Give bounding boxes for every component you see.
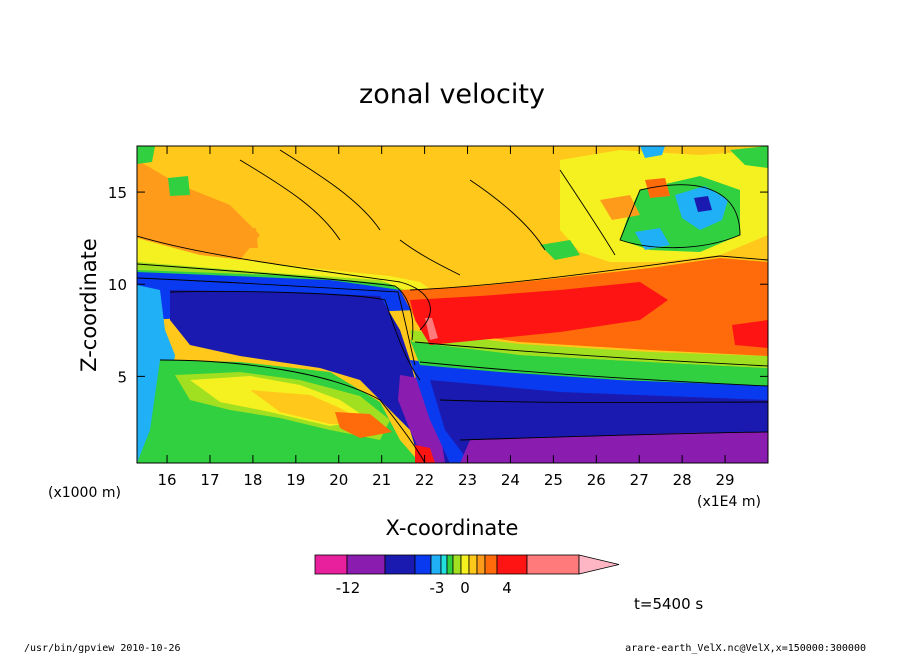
field-region (635, 228, 670, 250)
field-region (410, 340, 768, 386)
y-axis: 5 10 15 (108, 184, 768, 386)
field-region (460, 432, 768, 463)
colorbar-segment (476, 554, 486, 575)
y-tick-label: 15 (108, 184, 127, 202)
field-region (415, 445, 435, 463)
field-region (398, 375, 445, 463)
field-region (168, 176, 190, 196)
contour-lines (137, 149, 768, 463)
colorbar-segment (440, 554, 448, 575)
field-region (137, 160, 260, 262)
field-region (240, 228, 258, 248)
colorbar-tick-label: -3 (430, 579, 445, 597)
x-tick-label: 16 (158, 471, 177, 489)
field-region (640, 146, 665, 158)
field-region (694, 196, 712, 212)
x-tick-label: 18 (243, 471, 262, 489)
colorbar-segment (496, 554, 528, 575)
plot-area (137, 146, 768, 463)
colorbar-extend-arrow (578, 554, 620, 575)
x-tick-label: 17 (200, 471, 219, 489)
x-tick-label: 19 (286, 471, 305, 489)
time-annotation: t=5400 s (634, 595, 703, 613)
y-tick-label: 5 (117, 368, 127, 386)
colorbar-tick-label: -12 (336, 579, 361, 597)
x-units-label: (x1E4 m) (697, 494, 761, 510)
y-tick-label: 10 (108, 276, 127, 294)
x-tick-label: 27 (630, 471, 649, 489)
field-region (540, 240, 580, 260)
field-region (410, 282, 668, 345)
x-tick-label: 23 (458, 471, 477, 489)
colorbar-segment (460, 554, 470, 575)
field-region (600, 195, 640, 220)
colorbar-segment (314, 554, 348, 575)
x-tick-label: 21 (372, 471, 391, 489)
field-region (170, 290, 450, 463)
x-tick-label: 24 (501, 471, 520, 489)
field-region (335, 412, 392, 438)
colorbar-segment (452, 554, 462, 575)
x-tick-label: 25 (544, 471, 563, 489)
footer-right: arare-earth_VelX.nc@VelX,x=150000:300000 (625, 643, 866, 654)
x-tick-label: 29 (716, 471, 735, 489)
colorbar-segment (384, 554, 416, 575)
colorbar-segment (430, 554, 442, 575)
x-axis-label: X-coordinate (386, 516, 519, 540)
colorbar-segment (346, 554, 386, 575)
chart-title: zonal velocity (359, 79, 545, 110)
x-tick-label: 20 (329, 471, 348, 489)
x-tick-label: 22 (415, 471, 434, 489)
field-region (645, 178, 670, 198)
colorbar (314, 554, 620, 575)
field-region (137, 146, 155, 164)
plot-frame (136, 145, 769, 464)
x-axis: 16 17 18 19 20 21 22 23 24 25 26 27 28 29 (158, 146, 735, 489)
footer-left: /usr/bin/gpview 2010-10-26 (24, 643, 181, 654)
colorbar-segment (414, 554, 432, 575)
field-region (175, 222, 200, 244)
field-region (425, 318, 438, 340)
colorbar-tick-label: 0 (460, 579, 470, 597)
colorbar-segment (484, 554, 498, 575)
y-units-label: (x1000 m) (48, 485, 121, 501)
field-region (732, 320, 768, 348)
x-tick-label: 28 (673, 471, 692, 489)
field-region (730, 146, 768, 168)
y-axis-label: Z-coordinate (77, 238, 101, 372)
field-region (137, 285, 175, 463)
field-region (410, 330, 768, 368)
colorbar-tick-label: 4 (502, 579, 512, 597)
colorbar-segment (526, 554, 580, 575)
x-tick-label: 26 (587, 471, 606, 489)
colorbar-segment (468, 554, 478, 575)
colorbar-segment (446, 554, 454, 575)
